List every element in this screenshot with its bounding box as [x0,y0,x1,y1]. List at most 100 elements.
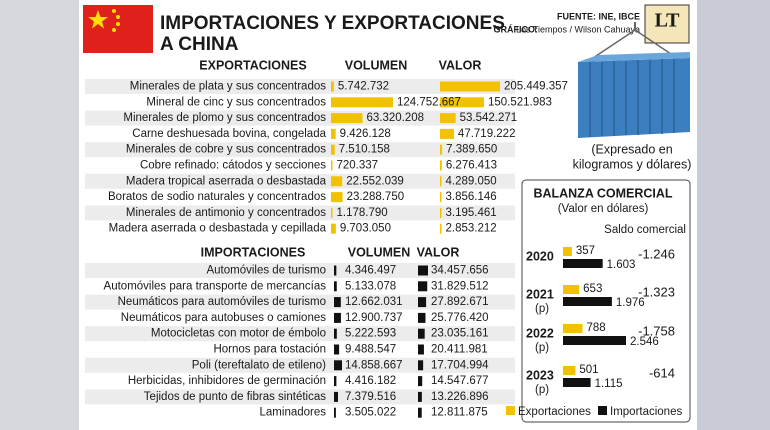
value-label: 150.521.983 [488,96,552,108]
volume-bar [334,407,336,418]
volume-bar [331,113,363,124]
column-heading: VOLUMEN [345,58,408,72]
value-bar [440,176,442,187]
legend-label: Exportaciones [518,406,591,418]
volume-label: 23.288.750 [347,191,405,203]
year-note: (p) [535,384,549,396]
product-label: Boratos de sodio naturales y concentrado… [108,191,326,203]
value-bar [418,344,424,355]
value-bar [418,328,425,339]
row-stripe [85,357,515,373]
volume-label: 9.703.050 [340,223,391,235]
export-label: 357 [576,245,595,257]
product-label: Minerales de plomo y sus concentrados [123,112,326,124]
product-label: Minerales de antimonio y concentrados [126,207,326,219]
value-label: 13.226.896 [431,391,489,403]
volume-label: 1.178.790 [337,207,388,219]
saldo: -1.758 [638,323,675,338]
volume-bar [331,176,343,187]
volume-label: 7.379.516 [345,391,396,403]
column-heading: VOLUMEN [348,245,411,259]
volume-label: 9.426.128 [340,128,391,140]
logo: LT [655,10,681,32]
product-label: Hornos para tostación [213,344,326,356]
balance-title: BALANZA COMERCIAL [533,186,672,200]
export-bar [563,366,576,375]
value-label: 31.829.512 [431,280,489,292]
product-label: Carne deshuesada bovina, congelada [132,128,326,140]
value-bar [418,376,423,387]
product-label: Herbicidas, inhibidores de germinación [128,375,326,387]
note: kilogramos y dólares) [573,157,692,171]
product-label: Mineral de cinc y sus concentrados [146,96,326,108]
product-label: Laminadores [260,407,327,419]
value-bar [440,223,442,234]
value-bar [418,312,426,323]
row-stripe [85,205,515,221]
value-label: 27.892.671 [431,296,489,308]
volume-label: 12.662.031 [345,296,403,308]
volume-bar [331,192,343,203]
year-note: (p) [535,342,549,354]
volume-label: 22.552.039 [346,175,404,187]
value-label: 12.811.875 [431,407,488,419]
row-stripe [85,294,515,310]
product-label: Madera aserrada o desbastada y cepillada [109,223,327,235]
volume-bar [334,344,340,355]
value-bar [440,97,484,108]
volume-label: 3.505.022 [345,407,396,419]
value-label: 4.289.050 [446,175,497,187]
product-label: Minerales de plata y sus concentrados [130,81,326,93]
export-label: 653 [583,283,602,295]
volume-label: 14.858.667 [345,359,403,371]
year: 2021 [526,287,554,301]
value-label: 34.457.656 [431,265,489,277]
row-stripe [85,326,515,342]
year: 2023 [526,368,554,382]
import-bar [563,297,612,306]
volume-bar [331,144,335,155]
value-label: 47.719.222 [458,128,516,140]
volume-bar [334,312,341,323]
volume-label: 4.346.497 [345,265,396,277]
value-label: 3.195.461 [446,207,497,219]
flag-star [112,28,116,32]
value-bar [418,281,428,292]
year: 2020 [526,249,554,263]
value-label: 17.704.994 [431,359,489,371]
section-heading: IMPORTACIONES [201,245,306,259]
export-bar [563,285,580,294]
volume-bar [334,328,337,339]
value-bar [418,297,427,308]
volume-bar [331,207,333,218]
side-strip [697,0,770,430]
volume-label: 12.900.737 [345,312,403,324]
product-label: Poli (tereftalato de etileno) [192,359,326,371]
volume-bar [334,297,341,308]
volume-label: 5.742.732 [338,81,389,93]
value-label: 20.411.981 [431,344,488,356]
container-illustration [578,22,690,138]
product-label: Tejidos de punto de fibras sintéticas [144,391,326,403]
value-bar [418,391,422,402]
flag-star [116,15,120,19]
volume-bar [334,281,337,292]
volume-bar [334,265,337,276]
row-stripe [85,79,515,94]
legend-swatch [506,406,515,415]
source: FUENTE: INE, IBCE [557,11,640,21]
value-label: 7.389.650 [446,144,497,156]
volume-bar [331,223,336,234]
value-bar [418,265,428,276]
volume-label: 7.510.158 [339,144,390,156]
volume-label: 9.488.547 [345,344,396,356]
value-bar [440,160,442,171]
product-label: Automóviles para transporte de mercancía… [104,280,327,292]
column-heading: VALOR [417,245,460,259]
value-label: 14.547.677 [431,375,489,387]
value-bar [440,192,442,203]
flag-star [112,9,116,13]
product-label: Motocicletas con motor de émbolo [151,328,326,340]
title: IMPORTACIONES Y EXPORTACIONES [160,13,505,34]
